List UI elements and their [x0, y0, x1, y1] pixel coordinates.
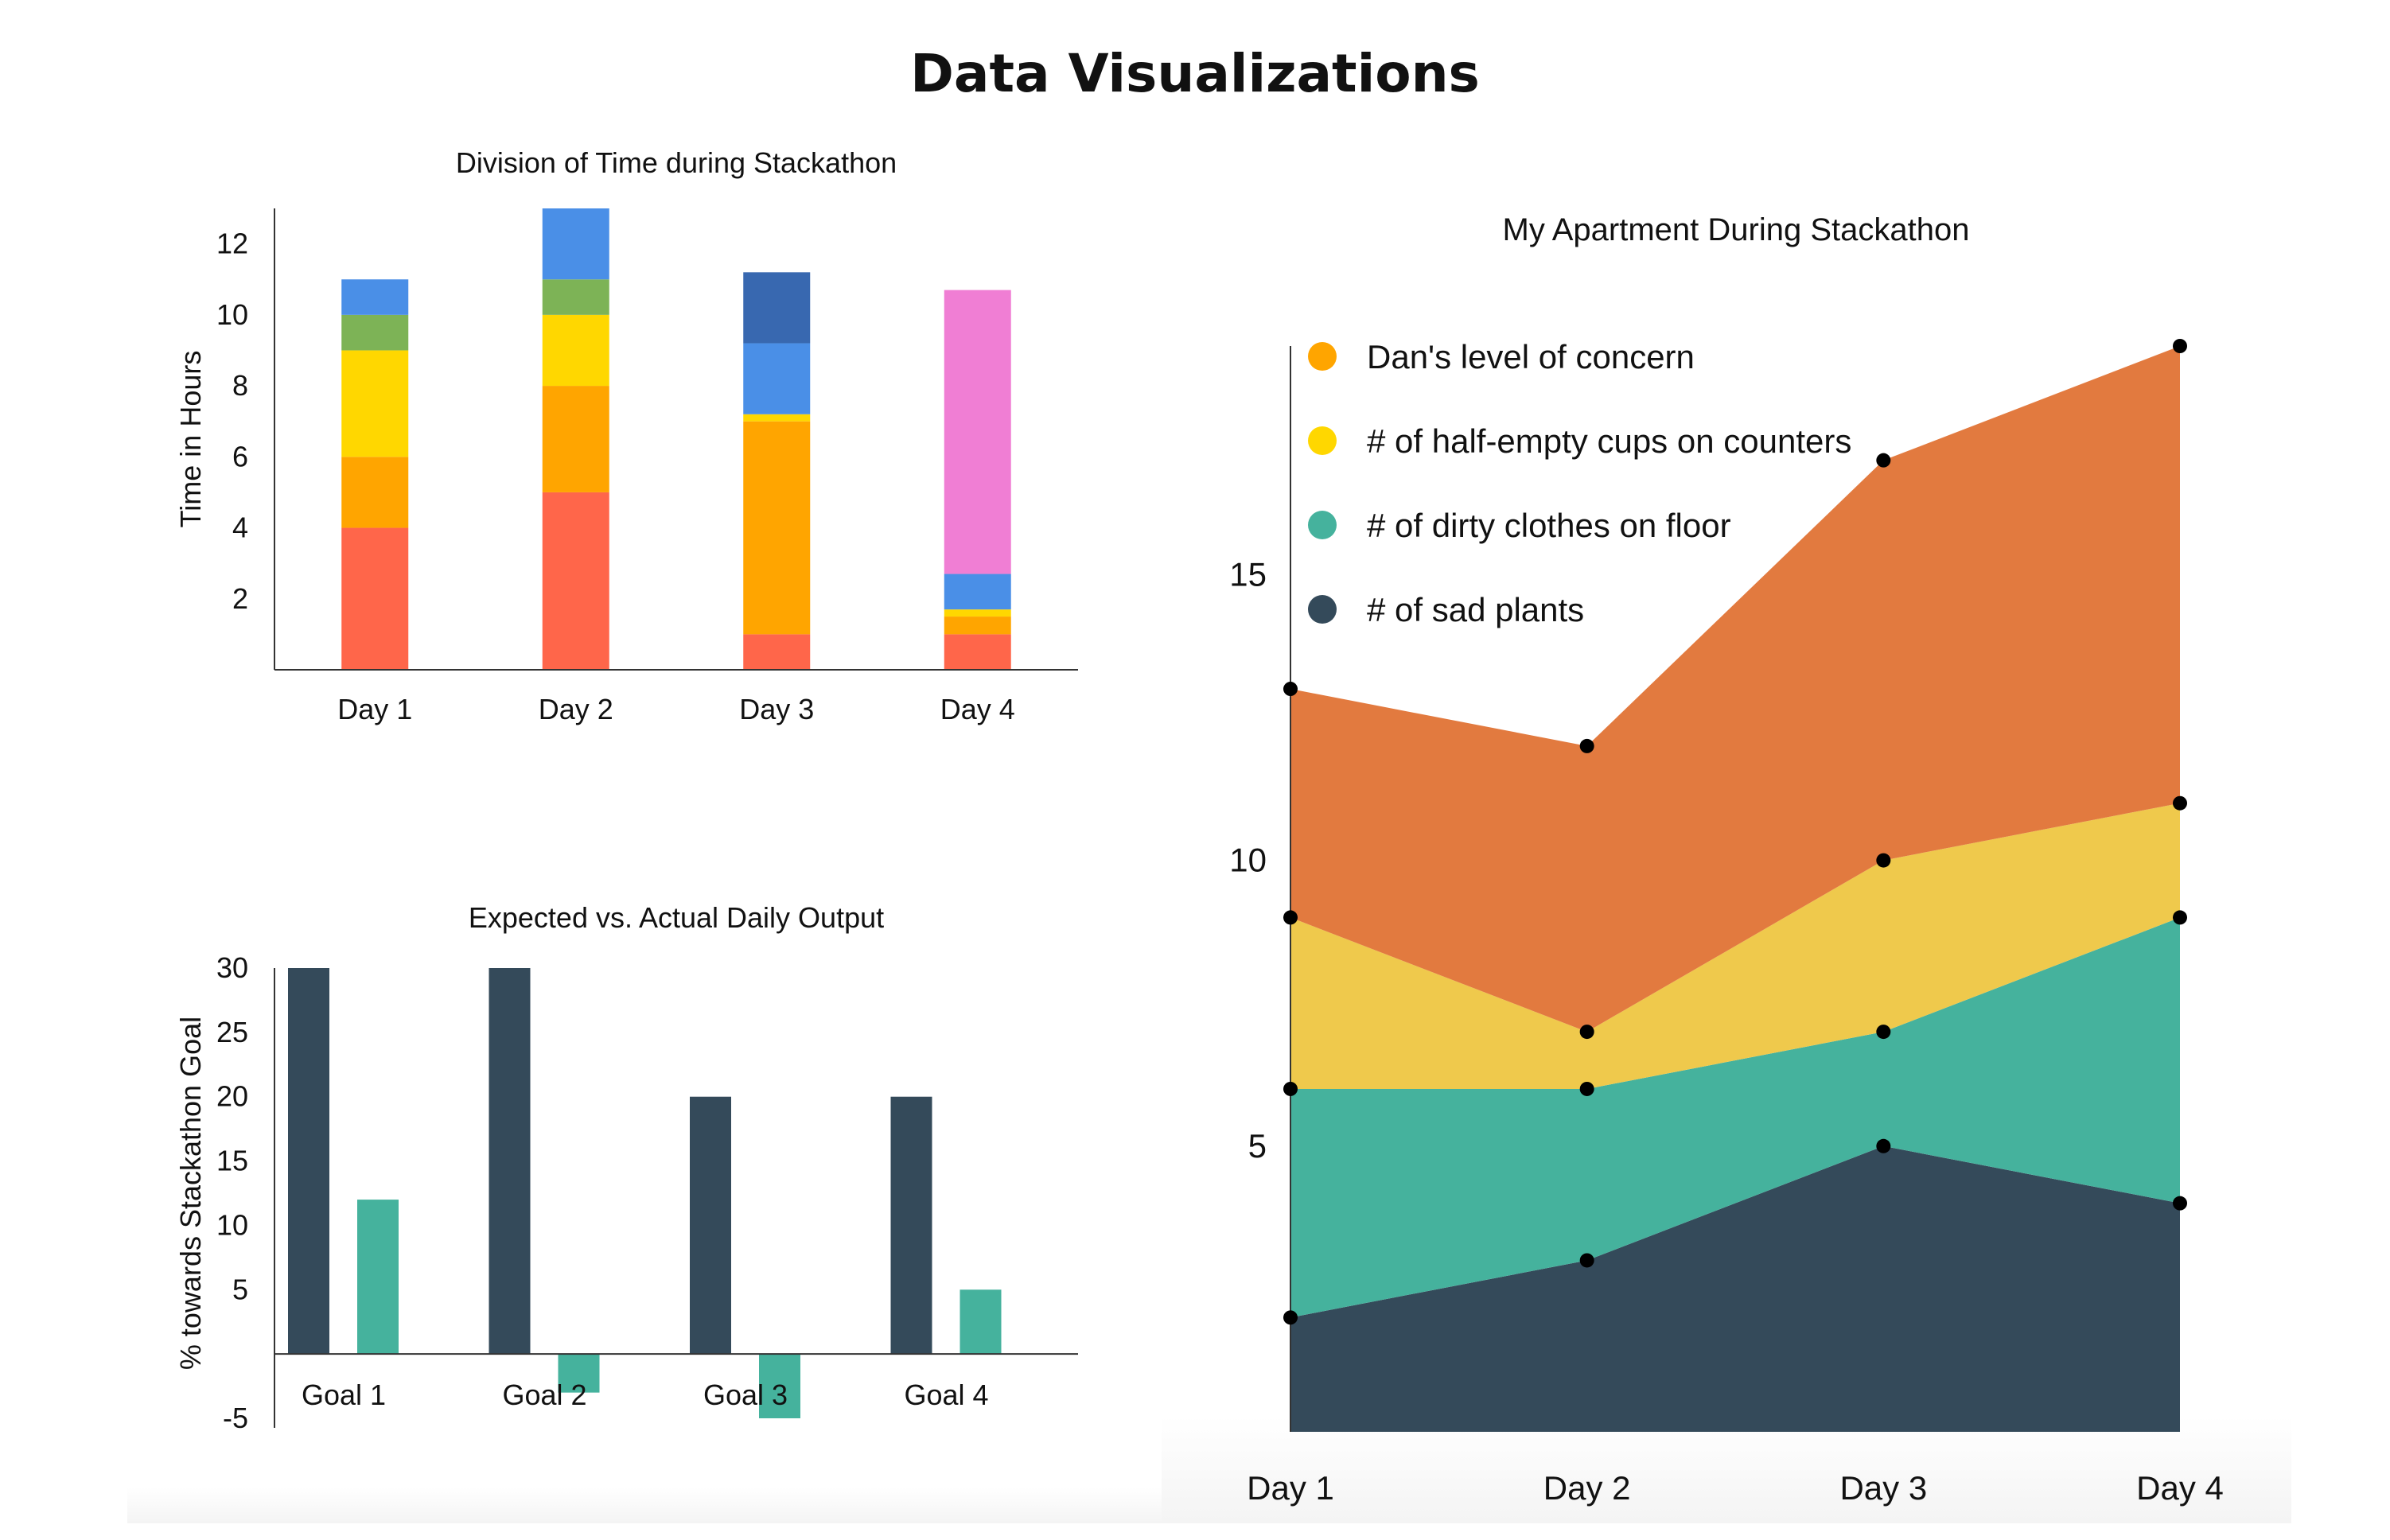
bar-segment [944, 290, 1011, 574]
y-axis-label: Time in Hours [174, 351, 207, 528]
bar-segment [743, 343, 811, 414]
y-tick-label: 25 [216, 1016, 248, 1048]
y-axis-label: % towards Stackathon Goal [174, 1017, 207, 1370]
data-point [2173, 910, 2187, 925]
y-tick-label: 8 [232, 369, 248, 402]
x-tick-label: Day 3 [739, 693, 814, 725]
bar-segment [743, 414, 811, 422]
bar [759, 1354, 800, 1418]
data-point [1283, 682, 1298, 697]
data-point [1283, 1081, 1298, 1096]
bar-segment [542, 208, 609, 280]
data-point [1579, 1253, 1594, 1268]
y-tick-label: 15 [216, 1145, 248, 1177]
bar [489, 968, 531, 1355]
chart-title: My Apartment During Stackathon [1503, 212, 1970, 247]
bar [558, 1354, 600, 1393]
x-tick-label: Day 1 [337, 693, 412, 725]
data-point [1876, 1138, 1891, 1153]
bar-segment [542, 279, 609, 315]
legend-label: # of sad plants [1367, 591, 1584, 628]
chart-title: Division of Time during Stackathon [456, 146, 897, 179]
data-point [1579, 1081, 1594, 1096]
y-tick-label: 12 [216, 228, 248, 260]
y-tick-label: 30 [216, 951, 248, 984]
y-tick-label: 20 [216, 1080, 248, 1113]
bar-segment [944, 634, 1011, 670]
legend-marker [1308, 595, 1337, 624]
bar [690, 1096, 731, 1355]
y-tick-label: 15 [1229, 555, 1267, 593]
data-point [1579, 738, 1594, 753]
bar-segment [944, 574, 1011, 610]
bar-segment [341, 527, 409, 670]
area-series [1290, 346, 2180, 1032]
y-tick-label: 2 [232, 582, 248, 615]
x-tick-label: Day 4 [940, 693, 1015, 725]
area-series [1290, 917, 2180, 1318]
x-tick-label: Day 2 [1543, 1469, 1631, 1507]
data-point [2173, 795, 2187, 811]
chart-title: Expected vs. Actual Daily Output [469, 901, 884, 934]
data-point [1283, 1310, 1298, 1325]
data-point [2173, 1196, 2187, 1211]
legend-marker [1308, 342, 1337, 371]
x-tick-label: Goal 3 [703, 1379, 788, 1411]
bar-segment [542, 386, 609, 492]
data-point [2173, 339, 2187, 353]
bar-segment [743, 634, 811, 670]
data-point [1876, 1025, 1891, 1040]
legend-marker [1308, 426, 1337, 455]
y-tick-label: 10 [216, 1208, 248, 1241]
x-tick-label: Day 4 [2136, 1469, 2224, 1507]
y-tick-label: 5 [1248, 1127, 1267, 1165]
bar-segment [743, 272, 811, 344]
bar-segment [542, 492, 609, 670]
bar-segment [743, 421, 811, 635]
legend-label: # of dirty clothes on floor [1367, 507, 1731, 544]
bar-segment [944, 609, 1011, 617]
legend-label: Dan's level of concern [1367, 338, 1695, 375]
x-tick-label: Day 3 [1839, 1469, 1927, 1507]
bottom-shade [127, 1488, 1162, 1523]
bar-segment [542, 314, 609, 387]
x-tick-label: Day 2 [539, 693, 613, 725]
y-tick-label: 4 [232, 511, 248, 544]
y-tick-label: -5 [223, 1402, 248, 1434]
page-title: Data Visualizations [910, 43, 1480, 104]
bar [960, 1289, 1002, 1355]
x-tick-label: Day 1 [1247, 1469, 1334, 1507]
y-tick-label: 10 [1229, 842, 1267, 879]
bar-segment [944, 616, 1011, 635]
bar-segment [341, 279, 409, 315]
bar [890, 1096, 932, 1355]
time-division-chart: Division of Time during Stackathon Time i… [174, 146, 1078, 725]
data-point [1876, 853, 1891, 868]
apartment-chart: My Apartment During Stackathon 5 10 15 Day 1… [1229, 212, 2224, 1507]
legend-marker [1308, 511, 1337, 539]
bar-segment [341, 350, 409, 457]
bar-segment [341, 457, 409, 528]
data-point [1876, 453, 1891, 468]
y-tick-label: 6 [232, 440, 248, 472]
y-tick-label: 10 [216, 298, 248, 331]
bar [357, 1200, 399, 1355]
daily-output-chart: Expected vs. Actual Daily Output % toward… [174, 901, 1078, 1434]
bar-segment [341, 314, 409, 351]
bar [288, 968, 329, 1355]
x-tick-label: Goal 2 [502, 1379, 586, 1411]
legend-label: # of half-empty cups on counters [1367, 422, 1851, 460]
y-tick-label: 5 [232, 1273, 248, 1305]
data-point [1283, 910, 1298, 925]
x-tick-label: Goal 4 [904, 1379, 988, 1411]
area-series [1290, 1145, 2180, 1432]
data-point [1579, 1025, 1594, 1040]
x-tick-label: Goal 1 [302, 1379, 386, 1411]
bottom-shade-right [1162, 1416, 2291, 1523]
